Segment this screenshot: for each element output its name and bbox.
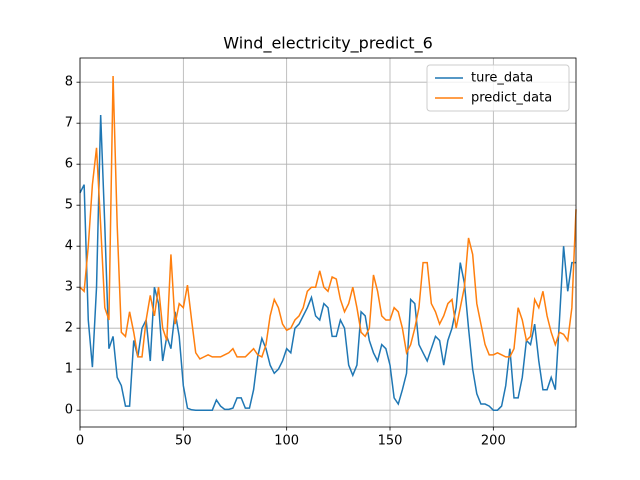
legend: ture_data predict_data: [426, 64, 570, 112]
x-tick-label: 100: [274, 434, 299, 449]
y-tick-label: 4: [65, 239, 73, 254]
legend-box: [426, 64, 570, 112]
data-line: [79, 114, 576, 411]
x-tick-label: 50: [175, 434, 192, 449]
chart-title: Wind_electricity_predict_6: [223, 34, 433, 54]
y-tick-label: 3: [65, 280, 73, 295]
y-tick-label: 8: [65, 75, 73, 90]
x-tick-label: 0: [76, 434, 84, 449]
y-tick-label: 6: [65, 157, 73, 172]
y-tick-label: 0: [65, 403, 73, 418]
legend-label: ture_data: [471, 71, 533, 86]
y-tick-label: 5: [65, 198, 73, 213]
x-tick-label: 200: [481, 434, 506, 449]
legend-label: predict_data: [471, 91, 552, 106]
y-tick-label: 7: [65, 116, 73, 131]
data-line: [79, 76, 577, 360]
x-tick-label: 150: [378, 434, 403, 449]
y-tick-label: 2: [65, 321, 73, 336]
plot-frame: [79, 57, 577, 428]
y-tick-label: 1: [65, 362, 73, 377]
